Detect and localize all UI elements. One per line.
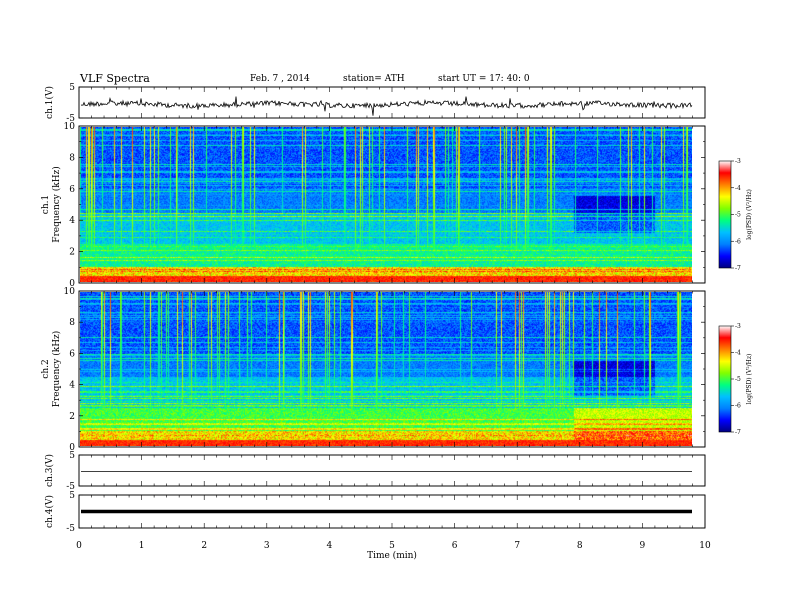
- y-axis-label: Frequency (kHz): [51, 166, 62, 243]
- colorbar-tick-label: -5: [735, 376, 741, 383]
- y-tick-label: 0: [69, 443, 75, 453]
- colorbar-tick-label: -3: [735, 323, 741, 330]
- y-tick-label: -5: [66, 482, 75, 492]
- y-tick-label: 5: [69, 451, 75, 461]
- colorbar-label: log(PSD) (V²/Hz): [746, 354, 753, 405]
- x-tick-label: 1: [139, 541, 145, 551]
- y-tick-label: 8: [69, 153, 75, 163]
- figure-title: VLF Spectra: [80, 72, 150, 85]
- y-tick-label: 6: [69, 185, 75, 195]
- y-tick-label: 10: [64, 287, 76, 297]
- x-tick-label: 8: [577, 541, 583, 551]
- y-axis-label: ch.1(V): [44, 86, 55, 119]
- y-axis-label: Frequency (kHz): [51, 331, 62, 408]
- x-tick-label: 0: [76, 541, 82, 551]
- start-time-label: start UT = 17: 40: 0: [438, 74, 530, 84]
- colorbar-tick-label: -7: [735, 429, 741, 436]
- x-tick-label: 3: [264, 541, 270, 551]
- y-axis-label: ch.2: [41, 359, 51, 378]
- x-tick-label: 2: [201, 541, 207, 551]
- y-tick-label: 0: [69, 279, 75, 289]
- ch1-spectrogram-image: [80, 127, 692, 282]
- colorbar-tick-label: -6: [735, 403, 741, 410]
- ch2-colorbar: [718, 325, 732, 433]
- colorbar-label: log(PSD) (V²/Hz): [746, 189, 753, 240]
- y-tick-label: 2: [69, 412, 75, 422]
- colorbar-tick-label: -5: [735, 212, 741, 219]
- y-tick-label: 8: [69, 318, 75, 328]
- ch1-waveform-panel: [80, 96, 693, 116]
- y-tick-label: 5: [69, 83, 75, 93]
- x-tick-label: 9: [640, 541, 646, 551]
- x-axis-label: Time (min): [367, 550, 417, 561]
- y-axis-label: ch.1: [41, 195, 51, 214]
- x-tick-label: 4: [327, 541, 333, 551]
- y-axis-label: ch.4(V): [44, 495, 55, 528]
- ch1-spectrogram-panel: [80, 127, 692, 282]
- y-axis-label: ch.3(V): [44, 454, 55, 487]
- date-label: Feb. 7 , 2014: [250, 74, 310, 84]
- colorbar-tick-label: -6: [735, 238, 741, 245]
- y-tick-label: 4: [69, 381, 75, 391]
- ch2-spectrogram-image: [80, 292, 692, 446]
- ch2-spectrogram-panel: [80, 292, 692, 446]
- colorbar-tick-label: -4: [735, 185, 741, 192]
- y-tick-label: 4: [69, 216, 75, 226]
- x-tick-label: 5: [389, 541, 395, 551]
- colorbar-tick-label: -4: [735, 350, 741, 357]
- y-tick-label: -5: [66, 524, 75, 534]
- y-tick-label: 2: [69, 248, 75, 258]
- station-label: station= ATH: [343, 74, 405, 84]
- y-tick-label: 10: [64, 122, 76, 132]
- y-tick-label: 5: [69, 491, 75, 501]
- x-tick-label: 6: [452, 541, 458, 551]
- y-tick-label: -5: [66, 114, 75, 124]
- ch1-colorbar: [718, 160, 732, 269]
- colorbar-tick-label: -7: [735, 265, 741, 272]
- colorbar-tick-label: -3: [735, 158, 741, 165]
- ch1-signal-line: [80, 96, 693, 116]
- x-tick-label: 10: [699, 541, 711, 551]
- x-tick-label: 7: [514, 541, 520, 551]
- y-tick-label: 6: [69, 349, 75, 359]
